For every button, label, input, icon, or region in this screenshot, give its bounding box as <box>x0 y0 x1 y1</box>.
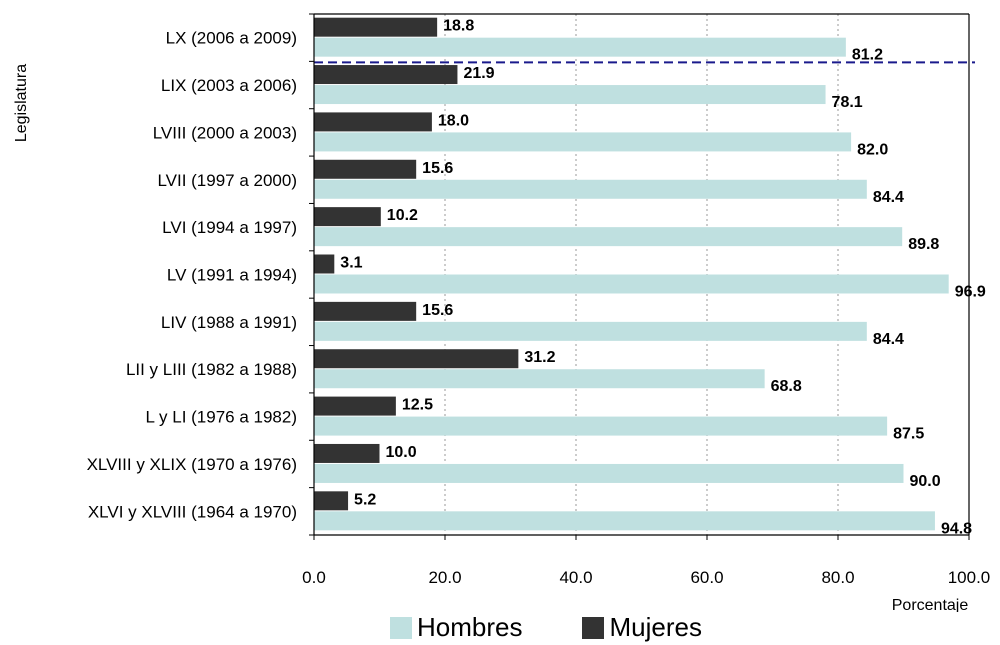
category-label: LV (1991 a 1994) <box>167 266 297 285</box>
category-label: LIX (2003 a 2006) <box>161 76 297 95</box>
legend-label-hombres: Hombres <box>417 612 523 642</box>
value-label-hombres: 81.2 <box>852 47 883 64</box>
x-axis-title: Porcentaje <box>892 597 969 612</box>
value-label-mujeres: 3.1 <box>340 255 362 272</box>
legend-item-hombres: Hombres <box>390 612 522 643</box>
value-labels: 18.8 81.2 21.9 78.1 18.0 82.0 15.6 84.4 10.2 89.8… <box>340 18 986 538</box>
bar-chart: 18.8 81.2 21.9 78.1 18.0 82.0 15.6 84.4 10.2 89.8… <box>13 13 990 612</box>
value-label-mujeres: 21.9 <box>463 65 494 82</box>
value-label-hombres: 84.4 <box>873 331 904 348</box>
category-label: XLVIII y XLIX (1970 a 1976) <box>87 455 297 474</box>
bar-mujeres <box>314 254 335 274</box>
value-label-mujeres: 18.8 <box>443 18 474 35</box>
bar-mujeres <box>314 301 417 321</box>
category-labels: LX (2006 a 2009) LIX (2003 a 2006) LVIII (… <box>87 29 297 522</box>
value-label-hombres: 84.4 <box>873 189 904 206</box>
value-label-hombres: 96.9 <box>955 284 986 301</box>
y-axis-title: Legislatura <box>13 64 30 142</box>
category-label: LIV (1988 a 1991) <box>161 313 297 332</box>
category-label: L y LI (1976 a 1982) <box>145 408 297 427</box>
category-label: LVII (1997 a 2000) <box>157 171 297 190</box>
bar-hombres <box>314 416 888 436</box>
bars <box>314 17 949 531</box>
value-label-hombres: 68.8 <box>771 378 802 395</box>
value-label-hombres: 87.5 <box>893 426 924 443</box>
bar-mujeres <box>314 159 417 179</box>
x-tick-label: 80.0 <box>821 568 854 587</box>
bar-mujeres <box>314 112 432 132</box>
x-tick-label: 0.0 <box>302 568 326 587</box>
value-label-mujeres: 18.0 <box>438 112 469 129</box>
bar-mujeres <box>314 17 438 37</box>
value-label-mujeres: 31.2 <box>524 349 555 366</box>
category-label: LVI (1994 a 1997) <box>162 218 297 237</box>
bar-hombres <box>314 274 949 294</box>
value-label-hombres: 78.1 <box>832 94 863 111</box>
legend-label-mujeres: Mujeres <box>609 612 702 642</box>
legend: Hombres Mujeres <box>390 612 702 643</box>
bar-mujeres <box>314 207 381 227</box>
value-label-mujeres: 5.2 <box>354 491 376 508</box>
category-label: LX (2006 a 2009) <box>166 29 297 48</box>
x-tick-label: 20.0 <box>428 568 461 587</box>
bar-hombres <box>314 179 867 199</box>
value-label-hombres: 89.8 <box>908 236 939 253</box>
value-label-hombres: 82.0 <box>857 141 888 158</box>
legend-item-mujeres: Mujeres <box>582 612 702 643</box>
legend-swatch-mujeres <box>582 616 605 639</box>
legend-swatch-hombres <box>390 616 412 639</box>
bar-mujeres <box>314 65 458 85</box>
category-label: XLVI y XLVIII (1964 a 1970) <box>88 502 297 521</box>
bar-hombres <box>314 132 852 152</box>
x-tick-label: 100.0 <box>948 568 991 587</box>
bar-mujeres <box>314 443 380 463</box>
axes <box>309 13 975 540</box>
x-tick-label: 60.0 <box>690 568 723 587</box>
value-label-hombres: 90.0 <box>910 473 941 490</box>
value-label-mujeres: 15.6 <box>422 160 453 177</box>
x-tick-label: 40.0 <box>559 568 592 587</box>
x-tick-labels: 0.0 20.0 40.0 60.0 80.0 100.0 <box>302 568 990 587</box>
category-label: LVIII (2000 a 2003) <box>153 123 297 142</box>
bar-hombres <box>314 511 935 531</box>
bar-hombres <box>314 463 904 483</box>
bar-mujeres <box>314 396 396 416</box>
bar-hombres <box>314 369 765 389</box>
bar-mujeres <box>314 491 349 511</box>
value-label-hombres: 94.8 <box>941 520 972 537</box>
bar-hombres <box>314 321 867 341</box>
bar-hombres <box>314 37 846 57</box>
value-label-mujeres: 10.0 <box>386 444 417 461</box>
category-label: LII y LIII (1982 a 1988) <box>126 360 297 379</box>
value-label-mujeres: 12.5 <box>402 397 433 414</box>
bar-hombres <box>314 227 903 247</box>
bar-hombres <box>314 85 826 105</box>
bar-mujeres <box>314 349 519 369</box>
value-label-mujeres: 10.2 <box>387 207 418 224</box>
value-label-mujeres: 15.6 <box>422 302 453 319</box>
